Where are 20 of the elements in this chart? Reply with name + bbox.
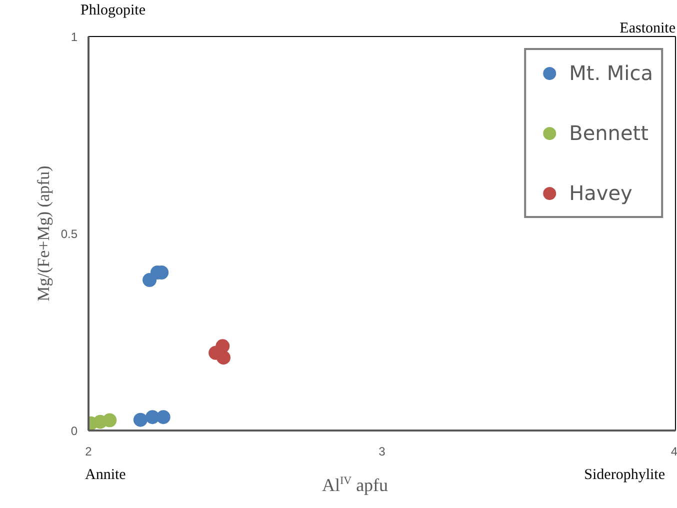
x-axis-title: Al$^{IV}$ apfu [322, 474, 388, 497]
text: Phlogopite [80, 2, 146, 18]
legend-label: Havey [569, 181, 632, 205]
point [156, 410, 170, 424]
x-tick-label: 3 [378, 444, 386, 458]
text: Annite [85, 466, 126, 485]
point [216, 339, 230, 354]
y-axis-title: Mg/(Fe+Mg) (apfu) [34, 166, 53, 302]
y-tick-label: 1 [70, 30, 78, 44]
y-tick-label: 0 [70, 424, 78, 438]
legend-label: Bennett [569, 121, 648, 145]
annotation: Eastonite [620, 20, 676, 36]
point [133, 412, 148, 427]
x-tick-label: 4 [670, 444, 677, 458]
x-tick-label: 2 [85, 444, 92, 458]
point [216, 350, 231, 365]
text: Siderophylite [584, 466, 665, 485]
point [102, 413, 117, 428]
y-tick-label: 0.5 [60, 227, 78, 241]
legend-label: Mt. Mica [569, 61, 653, 85]
